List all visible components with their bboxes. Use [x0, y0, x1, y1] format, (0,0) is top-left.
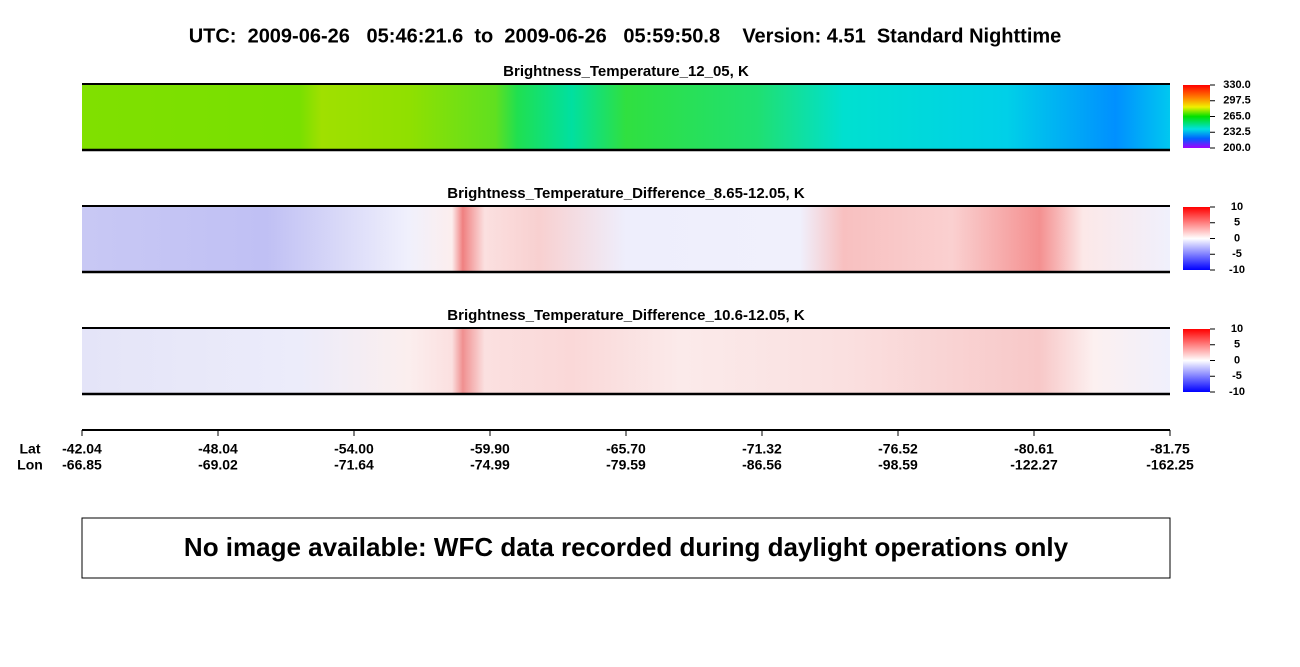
image-strip [82, 206, 1170, 272]
notice-box [81, 517, 1171, 579]
colorbar-tick-label: -10 [1229, 386, 1245, 398]
lat-tick-label: -71.32 [742, 441, 782, 457]
panel-title: Brightness_Temperature_Difference_8.65-1… [447, 185, 805, 202]
lon-tick-label: -74.99 [470, 457, 510, 473]
colorbar-tick-label: 10 [1231, 201, 1243, 213]
lon-tick-label: -98.59 [878, 457, 918, 473]
title: UTC: 2009-06-26 05:46:21.6 to 2009-06-26… [189, 25, 1062, 47]
lon-tick-label: -79.59 [606, 457, 646, 473]
panel-title: Brightness_Temperature_12_05, K [503, 63, 749, 80]
colorbar-tick-label: 265.0 [1223, 110, 1251, 122]
colorbar [1183, 85, 1210, 148]
colorbar [1183, 207, 1210, 270]
lat-tick-label: -42.04 [62, 441, 102, 457]
lat-tick-label: -65.70 [606, 441, 646, 457]
colorbar [1183, 329, 1210, 392]
lon-tick-label: -66.85 [62, 457, 102, 473]
lat-tick-label: -81.75 [1150, 441, 1190, 457]
colorbar-tick-label: 0 [1234, 232, 1240, 244]
lon-label: Lon [17, 457, 43, 473]
lat-tick-label: -80.61 [1014, 441, 1054, 457]
lat-tick-label: -54.00 [334, 441, 374, 457]
colorbar-tick-label: -5 [1232, 248, 1242, 260]
panel-title: Brightness_Temperature_Difference_10.6-1… [447, 307, 805, 324]
lat-tick-label: -59.90 [470, 441, 510, 457]
lat-tick-label: -48.04 [198, 441, 238, 457]
notice-text: No image available: WFC data recorded du… [184, 532, 1069, 562]
colorbar-tick-label: -5 [1232, 370, 1242, 382]
colorbar-tick-label: 297.5 [1223, 95, 1251, 107]
colorbar-tick-label: 330.0 [1223, 79, 1251, 91]
lon-tick-label: -122.27 [1010, 457, 1058, 473]
image-strip [82, 84, 1170, 150]
colorbar-tick-label: 200.0 [1223, 142, 1251, 154]
colorbar-tick-label: 5 [1234, 217, 1240, 229]
lat-label: Lat [20, 441, 41, 457]
colorbar-tick-label: 232.5 [1223, 126, 1251, 138]
image-strip [82, 328, 1170, 394]
colorbar-tick-label: 10 [1231, 323, 1243, 335]
lat-tick-label: -76.52 [878, 441, 918, 457]
colorbar-tick-label: -10 [1229, 264, 1245, 276]
lon-tick-label: -162.25 [1146, 457, 1194, 473]
lon-tick-label: -69.02 [198, 457, 238, 473]
lon-tick-label: -71.64 [334, 457, 374, 473]
colorbar-tick-label: 5 [1234, 339, 1240, 351]
colorbar-tick-label: 0 [1234, 354, 1240, 366]
lon-tick-label: -86.56 [742, 457, 782, 473]
